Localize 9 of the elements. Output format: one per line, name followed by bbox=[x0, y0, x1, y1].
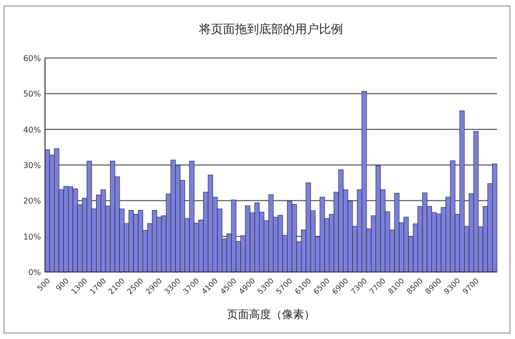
y-tick-label: 20% bbox=[23, 196, 42, 206]
y-tick-label: 60% bbox=[23, 54, 42, 63]
y-tick-label: 40% bbox=[23, 125, 42, 134]
y-tick-label: 0% bbox=[28, 268, 42, 277]
y-tick-label: 50% bbox=[23, 90, 42, 99]
x-axis-title: 页面高度（像素） bbox=[227, 308, 315, 321]
y-tick-label: 10% bbox=[23, 232, 42, 242]
chart-title: 将页面拖到底部的用户比例 bbox=[198, 22, 343, 36]
y-tick-label: 30% bbox=[23, 161, 42, 170]
